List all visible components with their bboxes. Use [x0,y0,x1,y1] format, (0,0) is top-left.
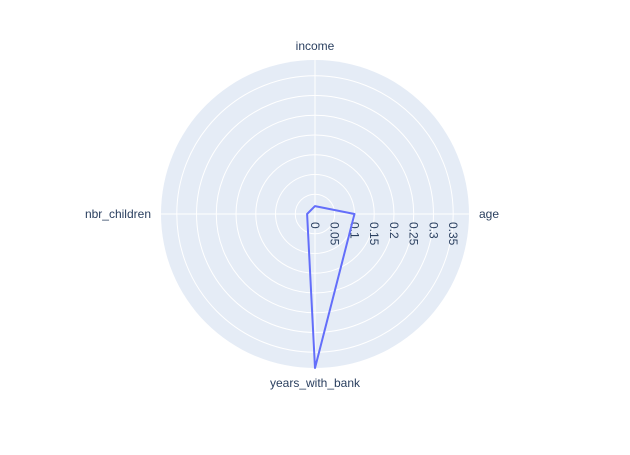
radial-tick-label: 0.15 [367,222,381,246]
series-layer [306,205,356,369]
radial-tick-label: 0.35 [446,222,460,246]
axis-label-age: age [479,207,499,221]
axis-label-years-with-bank: years_with_bank [270,376,361,390]
radial-tick-label: 0.25 [407,222,421,246]
axis-label-income: income [296,39,335,53]
radial-tick-label: 0 [308,222,322,229]
angular-axis-labels: age income nbr_children years_with_bank [85,39,499,390]
angular-gridlines [161,60,469,368]
axis-label-nbr-children: nbr_children [85,207,151,221]
radial-tick-label: 0.3 [426,222,440,239]
radial-tick-label: 0.05 [328,222,342,246]
series-line [306,205,356,369]
radial-tick-label: 0.2 [387,222,401,239]
